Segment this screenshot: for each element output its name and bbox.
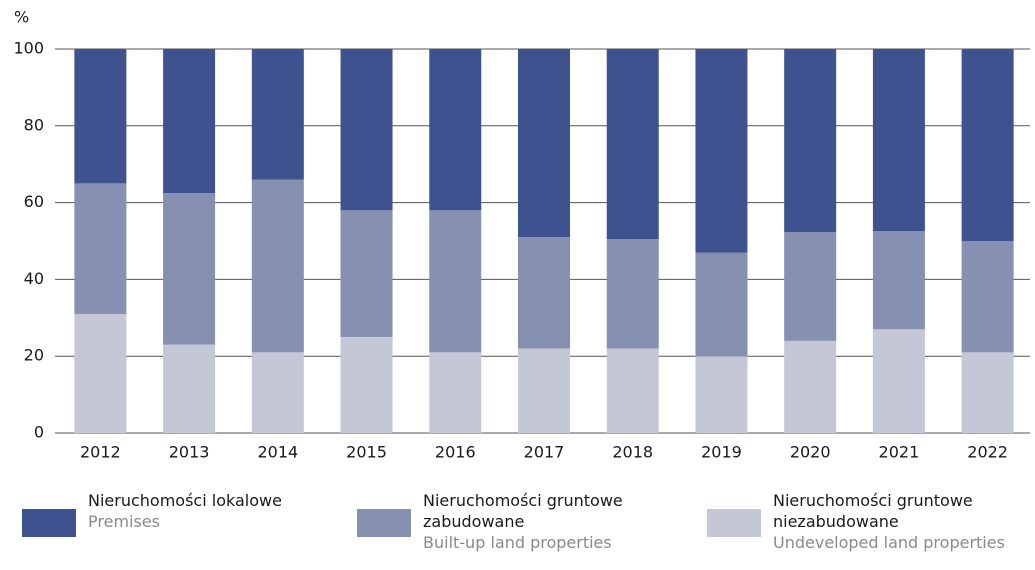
bar-segment bbox=[784, 232, 837, 341]
bar-segment bbox=[606, 49, 659, 240]
bar-segment bbox=[784, 340, 837, 433]
x-tick-label: 2016 bbox=[435, 443, 476, 462]
legend-subtitle: Undeveloped land properties bbox=[773, 533, 1005, 552]
legend-swatch bbox=[22, 509, 76, 537]
y-axis-label: % bbox=[14, 8, 29, 27]
bar-segment bbox=[695, 49, 748, 253]
legend-subtitle: Built-up land properties bbox=[423, 533, 612, 552]
legend-item: Nieruchomości lokalowe Premises bbox=[22, 490, 318, 537]
legend-subtitle: Premises bbox=[88, 512, 160, 531]
y-tick-label: 100 bbox=[13, 39, 44, 58]
x-tick-label: 2015 bbox=[346, 443, 387, 462]
legend-swatch bbox=[707, 509, 761, 537]
bar-segment bbox=[784, 49, 837, 233]
legend-item: Nieruchomości gruntowe niezabudowane Unde… bbox=[707, 490, 1013, 553]
bar-segment bbox=[429, 210, 482, 353]
legend-text: Nieruchomości gruntowe niezabudowane Unde… bbox=[773, 490, 1013, 553]
bar-segment bbox=[251, 352, 304, 433]
bar-segment bbox=[251, 49, 304, 180]
bar-segment bbox=[961, 352, 1014, 433]
legend-name: Nieruchomości gruntowe zabudowane bbox=[423, 491, 623, 531]
y-tick-label: 60 bbox=[24, 192, 44, 211]
y-tick-label: 20 bbox=[24, 346, 44, 365]
x-tick-label: 2022 bbox=[967, 443, 1008, 462]
y-tick-label: 0 bbox=[34, 423, 44, 442]
bar-segment bbox=[340, 210, 393, 337]
bar-segment bbox=[251, 179, 304, 353]
legend-text: Nieruchomości lokalowe Premises bbox=[88, 490, 318, 537]
bar-segment bbox=[74, 313, 127, 433]
bar-segment bbox=[518, 348, 570, 433]
bar-segment bbox=[74, 183, 127, 314]
bar-segment bbox=[695, 356, 748, 433]
bar-segment bbox=[518, 49, 570, 238]
legend-item: Nieruchomości gruntowe zabudowane Built-u… bbox=[357, 490, 663, 553]
x-tick-label: 2013 bbox=[169, 443, 210, 462]
bar-segment bbox=[340, 337, 393, 433]
bar-segment bbox=[872, 231, 925, 330]
bar-segment bbox=[961, 241, 1014, 353]
y-tick-label: 40 bbox=[24, 269, 44, 288]
y-tick-label: 80 bbox=[24, 115, 44, 134]
legend-text: Nieruchomości gruntowe zabudowane Built-u… bbox=[423, 490, 663, 553]
bar-segment bbox=[74, 49, 127, 184]
bar-segment bbox=[340, 49, 393, 211]
bar-segment bbox=[695, 252, 748, 357]
bar-segment bbox=[606, 239, 659, 349]
x-tick-label: 2018 bbox=[612, 443, 653, 462]
chart: % 0 20 40 60 80 100 2012 2013 2014 2015 2016 2017 20… bbox=[13, 8, 1030, 462]
legend-name: Nieruchomości lokalowe bbox=[88, 491, 282, 510]
bar-segment bbox=[872, 49, 925, 232]
x-tick-label: 2014 bbox=[257, 443, 298, 462]
bar-segment bbox=[163, 344, 216, 433]
bar-segment bbox=[872, 329, 925, 433]
bar-segment bbox=[606, 348, 659, 433]
bar-segment bbox=[429, 49, 482, 211]
x-tick-label: 2019 bbox=[701, 443, 742, 462]
legend-name: Nieruchomości gruntowe niezabudowane bbox=[773, 491, 973, 531]
x-tick-label: 2021 bbox=[879, 443, 920, 462]
x-tick-label: 2020 bbox=[790, 443, 831, 462]
bar-segment bbox=[163, 49, 216, 193]
bar-segment bbox=[429, 352, 482, 433]
x-tick-label: 2017 bbox=[524, 443, 565, 462]
x-tick-label: 2012 bbox=[80, 443, 121, 462]
bar-segment bbox=[163, 193, 216, 345]
bar-segment bbox=[518, 237, 570, 349]
legend-swatch bbox=[357, 509, 411, 537]
bar-segment bbox=[961, 49, 1014, 241]
